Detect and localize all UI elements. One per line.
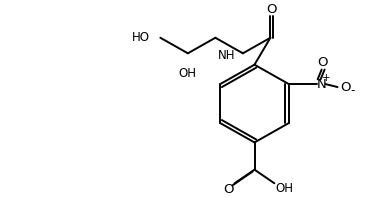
Text: +: + xyxy=(322,73,331,83)
Text: -: - xyxy=(350,84,355,97)
Text: O: O xyxy=(266,3,277,16)
Text: OH: OH xyxy=(275,182,293,195)
Text: NH: NH xyxy=(217,49,235,62)
Text: HO: HO xyxy=(132,31,149,44)
Text: OH: OH xyxy=(179,67,197,80)
Text: N: N xyxy=(317,78,326,91)
Text: O: O xyxy=(317,56,328,69)
Text: O: O xyxy=(223,183,234,196)
Text: O: O xyxy=(340,81,351,93)
